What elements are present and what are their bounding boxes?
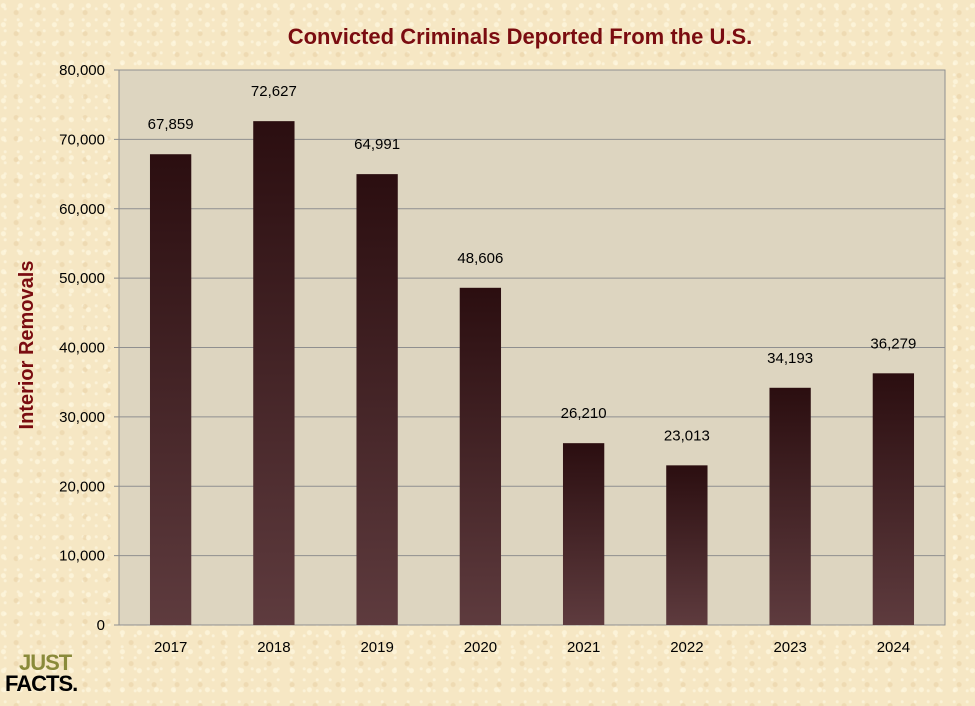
y-tick-label: 10,000 [59,548,105,565]
x-tick-label: 2022 [670,639,703,656]
data-label-2019: 64,991 [354,136,400,153]
bar-2023 [769,387,811,625]
data-label-2021: 26,210 [561,405,607,422]
bar-2024 [872,373,915,625]
x-tick-label: 2021 [567,639,600,656]
x-tick-label: 2024 [877,639,910,656]
x-tick-label: 2019 [360,639,393,656]
just-facts-logo: JUST FACTS. [5,650,85,696]
x-tick-label: 2018 [257,639,290,656]
logo-line-2: FACTS. [5,671,78,696]
data-label-2023: 34,193 [767,350,813,367]
bars [149,121,915,626]
y-axis-ticks: 0 10,000 20,000 30,000 40,000 50,000 60,000 70,… [59,62,119,634]
bar-2017 [149,154,192,625]
data-label-2022: 23,013 [664,427,710,444]
logo-line-1: JUST [19,650,72,675]
bar-2021 [562,443,605,625]
y-axis-label: Interior Removals [16,261,38,430]
y-tick-label: 0 [97,617,105,634]
data-label-2024: 36,279 [870,335,916,352]
x-tick-label: 2023 [773,639,806,656]
bar-2018 [253,121,295,626]
y-tick-label: 70,000 [59,131,105,148]
data-label-2018: 72,627 [251,83,297,100]
y-tick-label: 50,000 [59,270,105,287]
x-tick-label: 2017 [154,639,187,656]
y-tick-label: 40,000 [59,340,105,357]
x-tick-label: 2020 [464,639,497,656]
x-axis-ticks: 2017 2018 2019 2020 2021 2022 2023 2024 [154,639,910,656]
data-label-2017: 67,859 [148,116,194,133]
y-tick-label: 60,000 [59,201,105,218]
bar-2022 [666,465,708,625]
data-label-2020: 48,606 [457,250,503,267]
y-tick-label: 30,000 [59,409,105,426]
chart-title: Convicted Criminals Deported From the U.… [288,24,753,49]
bar-2020 [459,287,502,625]
y-tick-label: 20,000 [59,478,105,495]
data-labels: 67,859 72,627 64,991 48,606 26,210 23,013 34,1… [148,83,917,444]
bar-2019 [356,174,398,625]
y-tick-label: 80,000 [59,62,105,79]
